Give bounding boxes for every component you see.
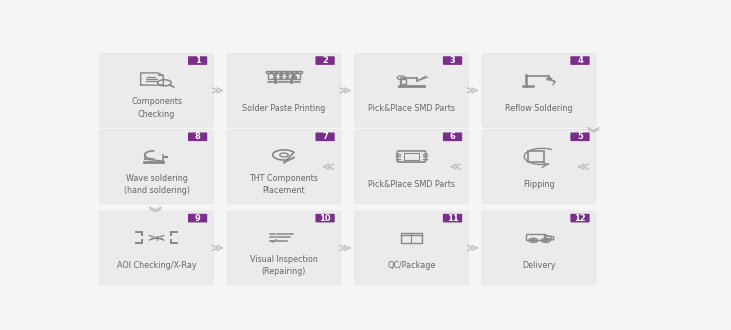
FancyBboxPatch shape bbox=[188, 132, 207, 141]
Circle shape bbox=[547, 78, 551, 80]
Circle shape bbox=[276, 72, 278, 73]
FancyBboxPatch shape bbox=[99, 211, 213, 285]
FancyBboxPatch shape bbox=[355, 130, 469, 204]
Bar bbox=[526, 234, 545, 240]
Bar bbox=[268, 73, 300, 79]
FancyBboxPatch shape bbox=[316, 132, 335, 141]
Circle shape bbox=[292, 75, 295, 76]
Circle shape bbox=[544, 240, 548, 241]
FancyBboxPatch shape bbox=[227, 130, 341, 204]
Text: 7: 7 bbox=[322, 132, 328, 141]
Text: Solder Paste Printing: Solder Paste Printing bbox=[243, 104, 325, 113]
Text: 11: 11 bbox=[447, 214, 458, 223]
Bar bbox=[529, 151, 544, 162]
Circle shape bbox=[296, 72, 298, 73]
Text: Delivery: Delivery bbox=[522, 261, 556, 270]
Text: 6: 6 bbox=[450, 132, 455, 141]
FancyBboxPatch shape bbox=[482, 53, 596, 127]
Text: 2: 2 bbox=[322, 56, 328, 65]
Circle shape bbox=[286, 77, 289, 78]
Circle shape bbox=[286, 75, 289, 76]
Circle shape bbox=[280, 75, 283, 76]
Bar bbox=[291, 76, 296, 79]
Circle shape bbox=[281, 72, 283, 73]
Text: Pick&Place SMD Parts: Pick&Place SMD Parts bbox=[368, 104, 455, 113]
FancyBboxPatch shape bbox=[316, 214, 335, 222]
FancyBboxPatch shape bbox=[227, 53, 341, 127]
Text: 1: 1 bbox=[194, 56, 200, 65]
Circle shape bbox=[273, 77, 276, 78]
FancyBboxPatch shape bbox=[316, 56, 335, 65]
FancyBboxPatch shape bbox=[570, 132, 590, 141]
FancyBboxPatch shape bbox=[227, 211, 341, 285]
FancyBboxPatch shape bbox=[99, 53, 213, 127]
Text: QC/Package: QC/Package bbox=[387, 261, 436, 270]
Circle shape bbox=[280, 77, 283, 78]
FancyBboxPatch shape bbox=[570, 214, 590, 222]
Text: THT Components
Placement: THT Components Placement bbox=[249, 174, 319, 195]
Text: 8: 8 bbox=[194, 132, 200, 141]
Text: Visual Inspection
(Repairing): Visual Inspection (Repairing) bbox=[250, 255, 318, 277]
Bar bbox=[401, 233, 422, 243]
Circle shape bbox=[531, 240, 535, 241]
Bar bbox=[266, 71, 302, 73]
FancyBboxPatch shape bbox=[443, 132, 462, 141]
FancyBboxPatch shape bbox=[482, 211, 596, 285]
FancyBboxPatch shape bbox=[355, 53, 469, 127]
FancyBboxPatch shape bbox=[188, 56, 207, 65]
Text: 9: 9 bbox=[194, 214, 200, 223]
Circle shape bbox=[292, 77, 295, 78]
Bar bbox=[404, 153, 419, 159]
FancyBboxPatch shape bbox=[443, 56, 462, 65]
FancyBboxPatch shape bbox=[188, 214, 207, 222]
Text: 12: 12 bbox=[574, 214, 586, 223]
Circle shape bbox=[270, 72, 273, 73]
FancyBboxPatch shape bbox=[443, 214, 462, 222]
Text: 10: 10 bbox=[319, 214, 331, 223]
FancyBboxPatch shape bbox=[482, 130, 596, 204]
Text: Wave soldering
(hand soldering): Wave soldering (hand soldering) bbox=[124, 174, 189, 195]
Text: 3: 3 bbox=[450, 56, 455, 65]
Circle shape bbox=[273, 75, 276, 76]
Text: Reflow Soldering: Reflow Soldering bbox=[505, 104, 572, 113]
Bar bbox=[400, 79, 406, 84]
FancyBboxPatch shape bbox=[355, 211, 469, 285]
Text: Components
Checking: Components Checking bbox=[131, 97, 182, 119]
Circle shape bbox=[286, 72, 288, 73]
Text: AOI Checking/X-Ray: AOI Checking/X-Ray bbox=[117, 261, 197, 270]
Circle shape bbox=[291, 72, 293, 73]
FancyBboxPatch shape bbox=[570, 56, 590, 65]
Text: Pick&Place SMD Parts: Pick&Place SMD Parts bbox=[368, 180, 455, 189]
Text: 4: 4 bbox=[577, 56, 583, 65]
Text: Flipping: Flipping bbox=[523, 180, 555, 189]
FancyBboxPatch shape bbox=[99, 130, 213, 204]
Text: 5: 5 bbox=[577, 132, 583, 141]
